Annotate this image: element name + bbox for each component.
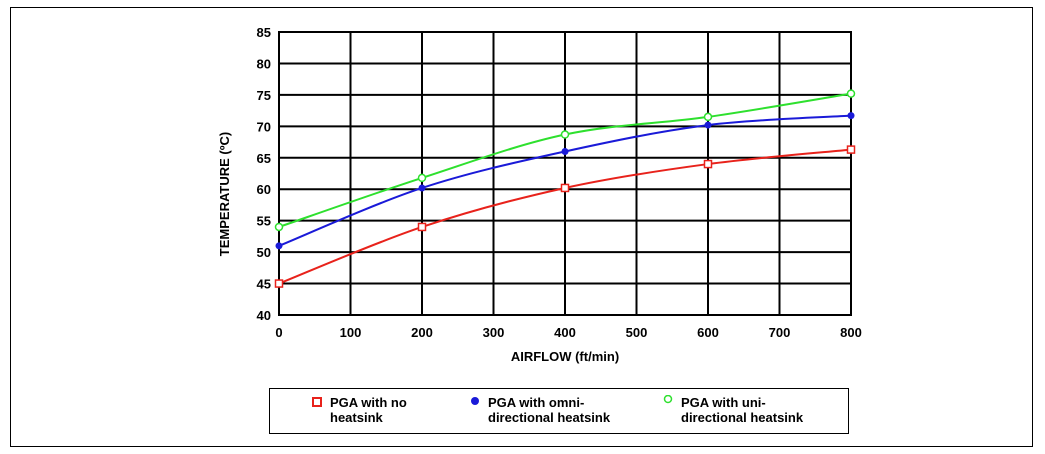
x-axis-title: AIRFLOW (ft/min) [511,349,619,364]
data-point [418,184,426,192]
x-tick-label: 600 [697,325,719,340]
data-point [417,222,427,232]
y-axis-ticks: 40 45 50 55 60 65 70 75 80 85 [257,25,271,323]
y-tick-label: 45 [257,277,271,292]
y-tick-label: 65 [257,151,271,166]
legend-line: PGA with omni- [488,395,585,410]
y-tick-label: 50 [257,245,271,260]
legend-line: directional heatsink [488,410,611,425]
legend-line: directional heatsink [681,410,804,425]
x-tick-label: 400 [554,325,576,340]
legend-label-omni-heatsink: PGA with omni- directional heatsink [488,395,610,425]
y-axis-title: TEMPERATURE (ºC) [217,132,232,256]
legend-item-omni-heatsink: PGA with omni- directional heatsink [466,395,610,425]
y-tick-label: 75 [257,88,271,103]
data-point [846,89,856,98]
x-axis-ticks: 0 100 200 300 400 500 600 700 800 [275,325,861,340]
legend-line: heatsink [330,410,383,425]
data-point [847,112,855,120]
x-tick-label: 0 [275,325,282,340]
x-tick-label: 300 [483,325,505,340]
open-circle-marker-icon [663,395,673,404]
grid [278,31,852,316]
data-point [703,159,713,169]
y-tick-label: 55 [257,214,271,229]
filled-circle-marker-icon [471,397,479,405]
data-point [846,145,856,154]
data-point [274,279,284,288]
data-point [275,242,283,250]
legend-label-uni-heatsink: PGA with uni- directional heatsink [681,395,803,425]
legend: PGA with no heatsink PGA with omni- dire… [269,388,849,434]
legend-label-no-heatsink: PGA with no heatsink [330,395,407,425]
y-tick-label: 70 [257,119,271,134]
legend-item-uni-heatsink: PGA with uni- directional heatsink [659,395,803,425]
x-tick-label: 100 [340,325,362,340]
data-point [704,121,712,129]
y-tick-label: 60 [257,182,271,197]
x-tick-label: 800 [840,325,862,340]
data-point [274,222,284,232]
data-point [560,130,570,139]
legend-line: PGA with uni- [681,395,766,410]
data-point [561,147,569,155]
legend-item-no-heatsink: PGA with no heatsink [308,395,407,425]
y-tick-label: 80 [257,56,271,71]
legend-line: PGA with no [330,395,407,410]
open-square-marker-icon [312,397,322,407]
chart-frame [10,7,1033,447]
data-point [417,173,427,183]
x-tick-label: 500 [626,325,648,340]
x-tick-label: 700 [769,325,791,340]
series [274,89,856,288]
data-point [703,112,713,122]
y-tick-label: 85 [257,25,271,40]
x-tick-label: 200 [411,325,433,340]
y-tick-label: 40 [257,308,271,323]
data-point [560,183,570,193]
